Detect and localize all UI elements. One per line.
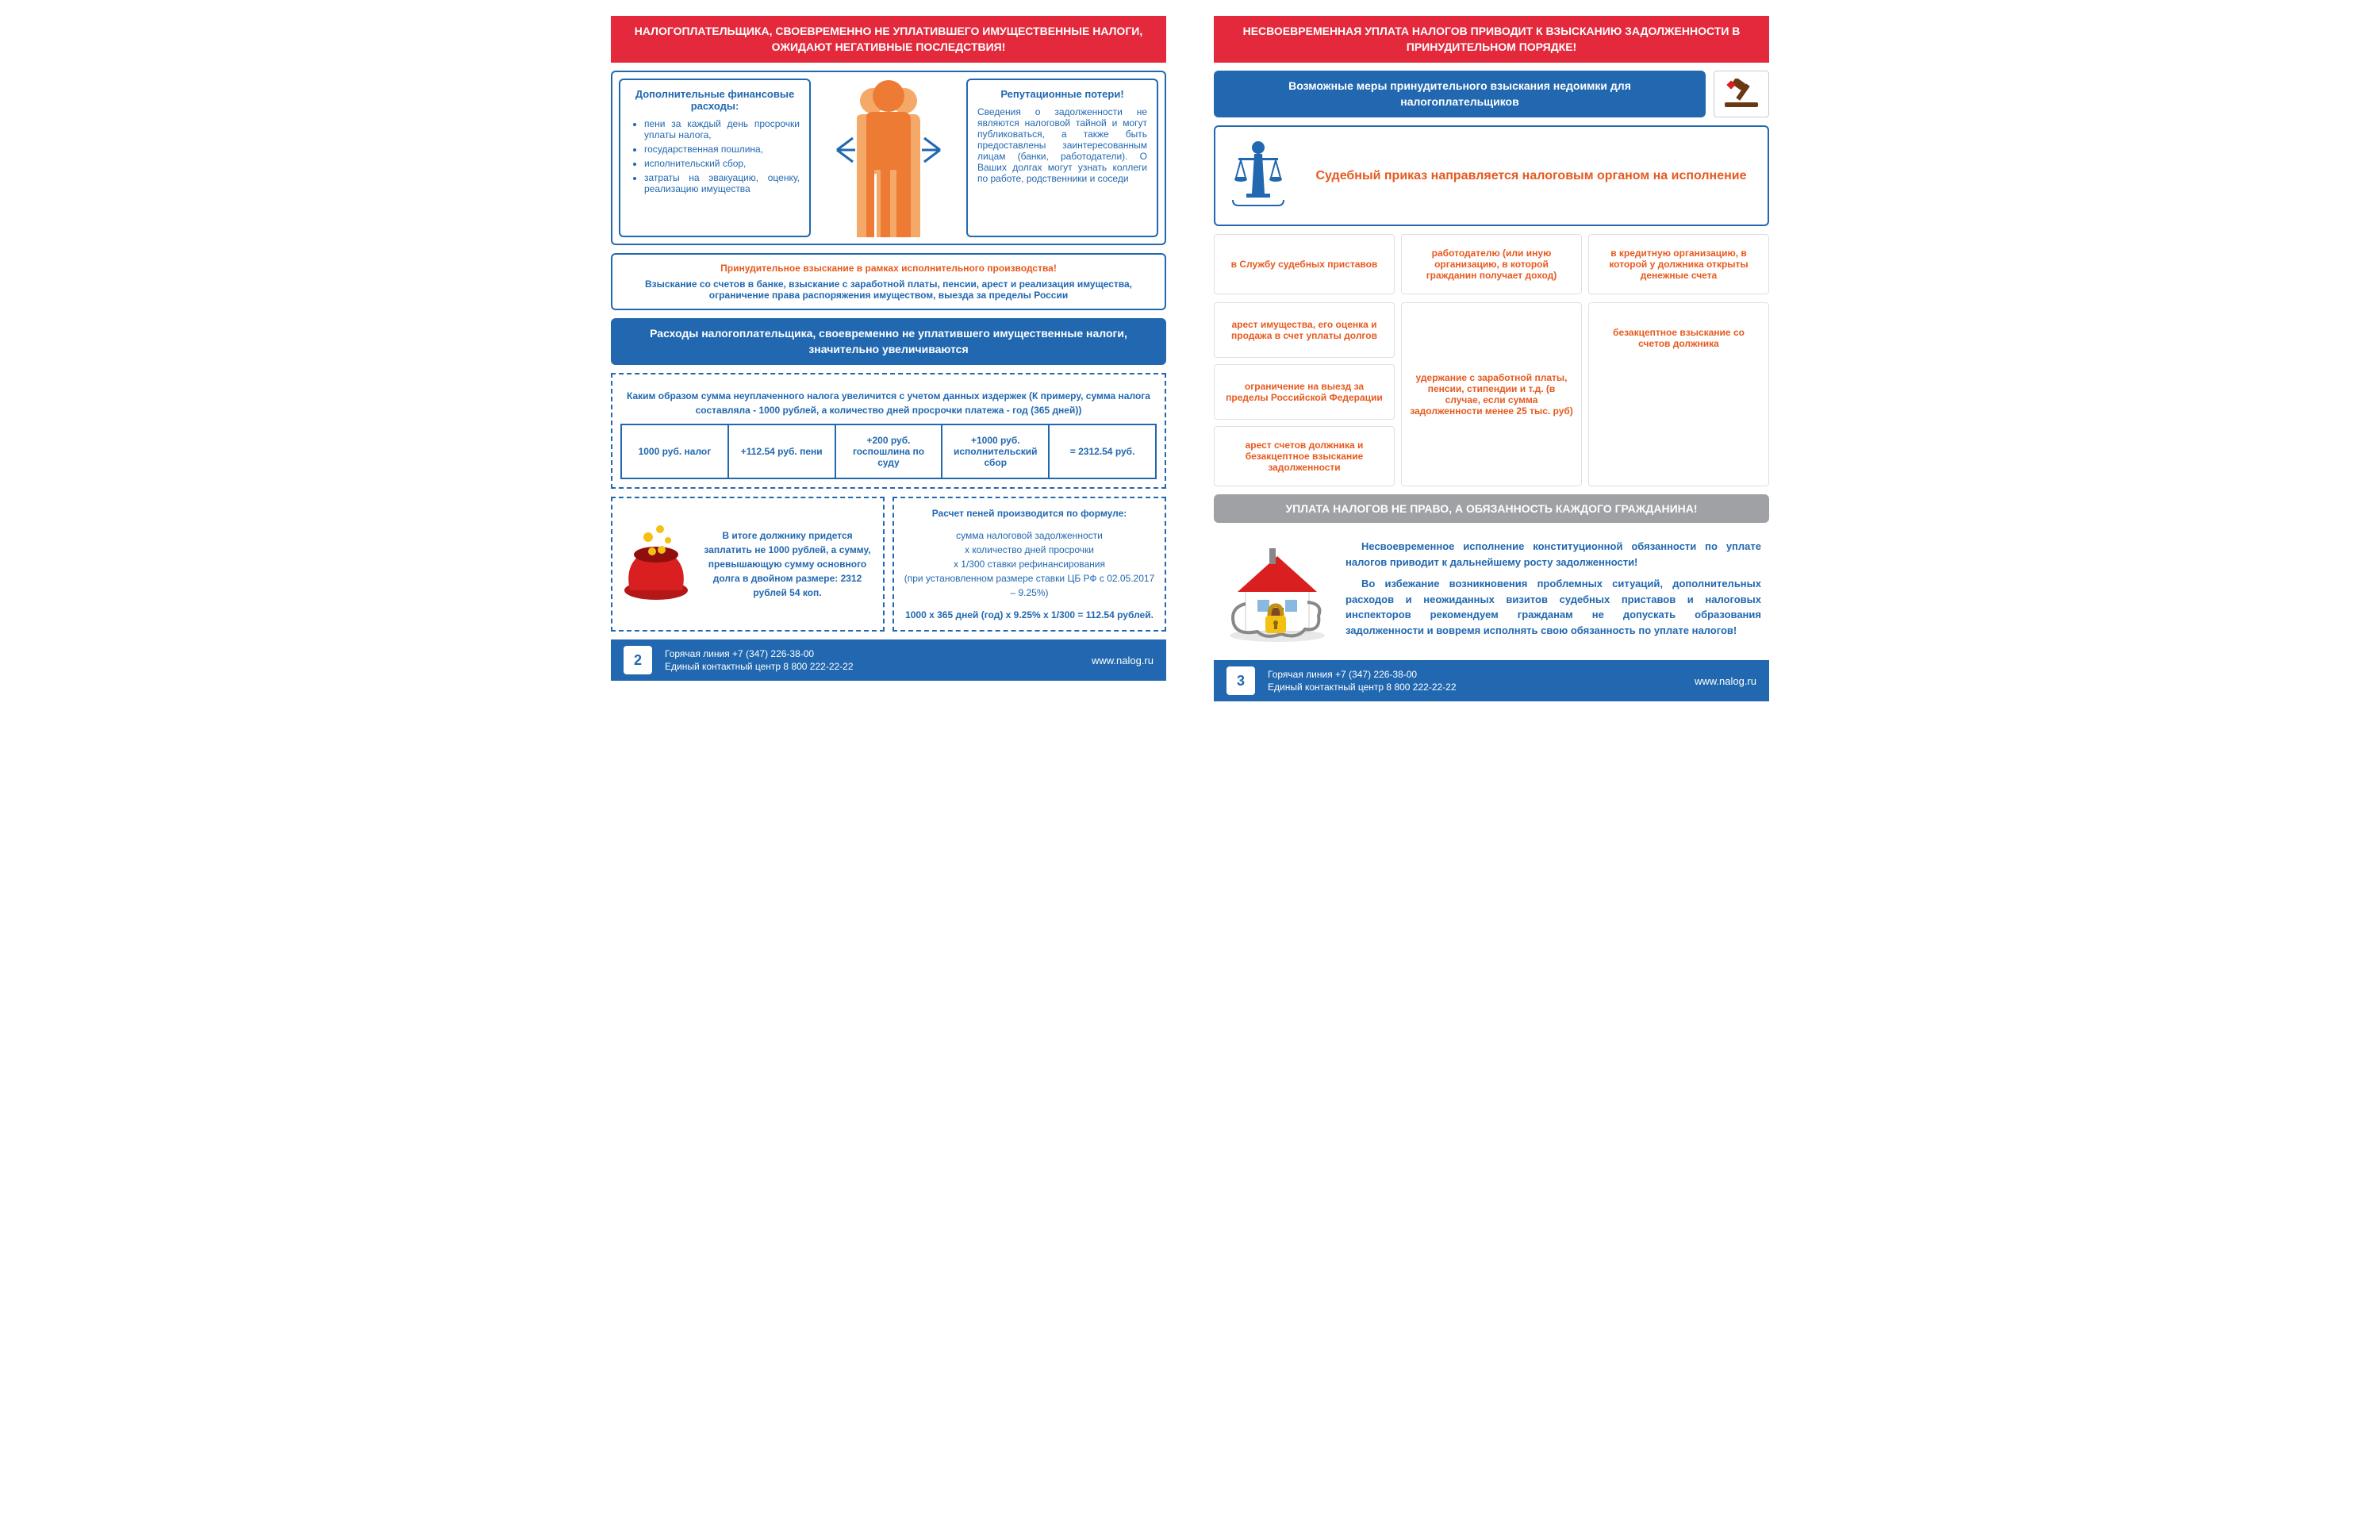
calc-table: 1000 руб. налог +112.54 руб. пени +200 р…: [620, 424, 1157, 479]
justice-icon: [1226, 138, 1290, 213]
page-number-3: 3: [1226, 666, 1255, 695]
formula-title: Расчет пеней производится по формуле:: [932, 506, 1127, 520]
calc-section: Каким образом сумма неуплаченного налога…: [611, 373, 1166, 489]
page-number: 2: [624, 646, 652, 674]
formula-calc: 1000 х 365 дней (год) х 9.25% х 1/300 = …: [905, 608, 1154, 622]
page-3: НЕСВОЕВРЕМЕННАЯ УПЛАТА НАЛОГОВ ПРИВОДИТ …: [1214, 16, 1769, 701]
warning-text: Несвоевременное исполнение конституционн…: [1345, 539, 1761, 644]
page-2: НАЛОГОПЛАТЕЛЬЩИКА, СВОЕВРЕМЕННО НЕ УПЛАТ…: [611, 16, 1166, 701]
three-col-section: Дополнительные финансовые расходы: пени …: [611, 71, 1166, 245]
footer: 2 Горячая линия +7 (347) 226-38-00 Едины…: [611, 639, 1166, 681]
banner-blue-measures: Возможные меры принудительного взыскания…: [1214, 71, 1706, 117]
footer-url: www.nalog.ru: [1092, 655, 1154, 666]
footer-contact-3: Горячая линия +7 (347) 226-38-00 Единый …: [1268, 668, 1682, 695]
gavel-icon: [1714, 71, 1769, 117]
house-lock-icon: [1222, 540, 1333, 643]
header-row: Возможные меры принудительного взыскания…: [1214, 71, 1769, 117]
judicial-box: Судебный приказ направляется налоговым о…: [1214, 125, 1769, 226]
box-bailiff: в Службу судебных приставов: [1214, 234, 1395, 294]
boxes-row-1: в Службу судебных приставов работодателю…: [1214, 234, 1769, 294]
footer-contact: Горячая линия +7 (347) 226-38-00 Единый …: [665, 647, 1079, 674]
enforcement-title: Принудительное взыскание в рамках исполн…: [620, 263, 1157, 274]
col-3: безакцептное взыскание со счетов должник…: [1588, 302, 1769, 486]
enforcement-box: Принудительное взыскание в рамках исполн…: [611, 253, 1166, 310]
enforcement-text: Взыскание со счетов в банке, взыскание с…: [620, 278, 1157, 301]
banner-blue-expenses: Расходы налогоплательщика, своевременно …: [611, 318, 1166, 365]
formula-box: Расчет пеней производится по формуле: су…: [892, 497, 1166, 632]
col-2: удержание с заработной платы, пенсии, ст…: [1401, 302, 1582, 486]
result-box: В итоге должнику придется заплатить не 1…: [611, 497, 885, 632]
warning-section: Несвоевременное исполнение конституционн…: [1214, 531, 1769, 652]
people-icon: [817, 79, 960, 237]
boxes-row-2: арест имущества, его оценка и продажа в …: [1214, 302, 1769, 486]
banner-red-3: НЕСВОЕВРЕМЕННАЯ УПЛАТА НАЛОГОВ ПРИВОДИТ …: [1214, 16, 1769, 63]
left-box-list: пени за каждый день просрочки уплаты нал…: [630, 118, 800, 194]
box-employer: работодателю (или иную организацию, в ко…: [1401, 234, 1582, 294]
footer-3: 3 Горячая линия +7 (347) 226-38-00 Едины…: [1214, 660, 1769, 701]
left-box-title: Дополнительные финансовые расходы:: [630, 88, 800, 112]
left-box: Дополнительные финансовые расходы: пени …: [619, 79, 811, 237]
banner-red: НАЛОГОПЛАТЕЛЬЩИКА, СВОЕВРЕМЕННО НЕ УПЛАТ…: [611, 16, 1166, 63]
right-box-title: Репутационные потери!: [977, 88, 1147, 100]
banner-gray: УПЛАТА НАЛОГОВ НЕ ПРАВО, А ОБЯЗАННОСТЬ К…: [1214, 494, 1769, 523]
right-box-text: Сведения о задолженности не являются нал…: [977, 106, 1147, 184]
col-1: арест имущества, его оценка и продажа в …: [1214, 302, 1395, 486]
judicial-text: Судебный приказ направляется налоговым о…: [1306, 169, 1756, 183]
right-box: Репутационные потери! Сведения о задолже…: [966, 79, 1158, 237]
box-credit: в кредитную организацию, в которой у дол…: [1588, 234, 1769, 294]
two-col-dashed: В итоге должнику придется заплатить не 1…: [611, 497, 1166, 632]
footer-url-3: www.nalog.ru: [1695, 675, 1756, 687]
calc-header: Каким образом сумма неуплаченного налога…: [620, 382, 1157, 424]
wallet-icon: [620, 523, 692, 606]
result-text: В итоге должнику придется заплатить не 1…: [700, 528, 875, 600]
